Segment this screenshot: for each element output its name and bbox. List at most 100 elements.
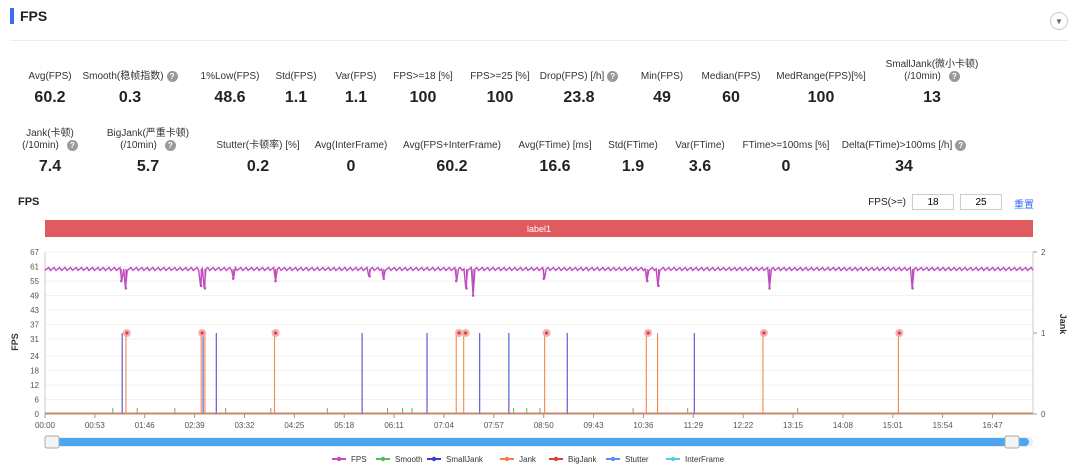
metric-metrics_row1-1: Smooth(稳帧指数)? 0.3	[55, 71, 205, 107]
metric-metrics_row2-6: Std(FTime) 1.9	[558, 140, 708, 176]
metric-metrics_row2-0: Jank(卡顿) (/10min)? 7.4	[0, 128, 125, 176]
legend-label: FPS	[351, 455, 367, 464]
metric-metrics_row2-3: Avg(InterFrame) 0	[276, 140, 426, 176]
fps-drop-point	[382, 277, 386, 280]
help-icon[interactable]: ?	[66, 140, 78, 151]
metric-label-line2: (/10min)?	[857, 71, 1007, 83]
fps-drop-point	[199, 284, 203, 288]
legend-label: SmallJank	[446, 455, 484, 464]
fps-drop-point	[231, 277, 235, 280]
fps-drop-point	[368, 274, 371, 278]
section-header: FPS	[10, 8, 47, 24]
x-tick-label: 05:18	[334, 421, 355, 430]
range-slider-fill	[49, 438, 1029, 446]
metric-value: 1.1	[284, 89, 308, 106]
metric-metrics_row2-7: Var(FTime) 3.6	[625, 140, 775, 176]
y-tick-label: 12	[30, 381, 39, 390]
metric-value: 100	[486, 89, 514, 106]
x-tick-label: 12:22	[733, 421, 754, 430]
y-tick-label: 18	[30, 366, 39, 375]
metric-metrics_row1-3: Std(FPS) 1.1	[221, 71, 371, 107]
fps-threshold-input-2[interactable]	[960, 194, 1002, 210]
y-tick-label: 0	[35, 410, 40, 419]
metric-label: Median(FPS)	[701, 71, 761, 82]
metric-metrics_row1-11: SmallJank(微小卡顿) (/10min)? 13	[857, 59, 1007, 107]
x-tick-label: 07:04	[434, 421, 455, 430]
metric-label: FTime>=100ms [%]	[742, 140, 830, 151]
metric-metrics_row2-9: Delta(FTime)>100ms [/h]? 34	[829, 140, 979, 176]
bigjank-point	[457, 331, 461, 335]
fps-drop-point	[645, 279, 649, 283]
label-band	[45, 220, 1033, 237]
x-tick-label: 13:15	[783, 421, 804, 430]
metric-metrics_row2-4: Avg(FPS+InterFrame) 60.2	[377, 140, 527, 176]
bigjank-point	[544, 331, 549, 335]
metric-label: Stutter(卡顿率) [%]	[216, 140, 300, 151]
metric-metrics_row1-9: Median(FPS) 60	[656, 71, 806, 107]
y-right-tick-label: 0	[1041, 410, 1046, 419]
x-tick-label: 09:43	[584, 421, 605, 430]
x-tick-label: 00:53	[85, 421, 106, 430]
chart-title: FPS	[18, 196, 40, 208]
y-axis-label: FPS	[10, 333, 20, 351]
metric-metrics_row1-5: FPS>=18 [%] 100	[348, 71, 498, 107]
x-tick-label: 01:46	[135, 421, 156, 430]
help-icon[interactable]: ?	[166, 71, 178, 82]
x-tick-label: 06:11	[384, 421, 404, 430]
fps-drop-point	[274, 279, 277, 283]
bigjank-point	[646, 331, 650, 335]
x-tick-label: 02:39	[185, 421, 206, 430]
title-accent-bar	[10, 8, 14, 24]
metric-label: BigJank(严重卡顿)	[106, 128, 190, 139]
fps-filter: FPS(>=)	[868, 194, 1002, 210]
metric-value: 13	[923, 89, 941, 107]
reset-link[interactable]: 重置	[1014, 200, 1034, 211]
metric-value: 49	[653, 89, 671, 106]
metric-value: 100	[807, 89, 835, 106]
legend-label: Smooth	[395, 455, 423, 464]
fps-line	[44, 265, 1034, 296]
fps-drop-point	[119, 279, 123, 283]
metric-metrics_row1-2: 1%Low(FPS) 48.6	[155, 71, 305, 107]
fps-drop-point	[657, 284, 660, 288]
metric-label: Avg(FPS)	[28, 71, 72, 82]
metric-label: Avg(InterFrame)	[314, 140, 388, 151]
range-slider-handle-left[interactable]	[44, 435, 60, 449]
fps-drop-point	[911, 286, 914, 290]
bigjank-point	[897, 331, 901, 335]
metric-value: 100	[409, 89, 437, 106]
y-right-tick-label: 1	[1041, 329, 1046, 338]
x-tick-label: 10:36	[633, 421, 654, 430]
metric-label: Std(FTime)	[608, 140, 658, 151]
fps-drop-point	[768, 286, 771, 290]
metric-metrics_row2-1: BigJank(严重卡顿) (/10min)? 5.7	[73, 128, 223, 176]
metric-metrics_row1-0: Avg(FPS) 60.2	[0, 71, 125, 107]
chevron-down-icon[interactable]: ▼	[1050, 12, 1068, 30]
help-icon[interactable]: ?	[948, 71, 960, 82]
metric-metrics_row2-8: FTime>=100ms [%] 0	[711, 140, 861, 176]
metric-label: Std(FPS)	[275, 71, 317, 82]
help-icon[interactable]: ?	[607, 71, 619, 82]
help-icon[interactable]: ?	[955, 140, 967, 151]
metric-metrics_row1-8: Min(FPS) 49	[587, 71, 737, 107]
metric-value: 1.1	[344, 89, 368, 106]
legend-label: InterFrame	[685, 455, 725, 464]
fps-drop-point	[471, 294, 475, 297]
legend-marker	[336, 456, 342, 462]
range-slider-handle-right[interactable]	[1004, 435, 1020, 449]
x-tick-label: 04:25	[284, 421, 305, 430]
metric-metrics_row2-5: Avg(FTime) [ms] 16.6	[480, 140, 630, 176]
help-icon[interactable]: ?	[164, 140, 176, 151]
legend-marker	[553, 456, 559, 462]
metric-label: Drop(FPS) [/h]?	[504, 71, 654, 83]
fps-threshold-input-1[interactable]	[912, 194, 954, 210]
metric-label: 1%Low(FPS)	[200, 71, 260, 82]
metric-value: 60.2	[436, 158, 468, 175]
header-divider	[10, 40, 1068, 41]
metric-label: MedRange(FPS)[%]	[776, 71, 866, 82]
metric-value: 16.6	[539, 158, 571, 175]
legend-marker	[431, 456, 437, 462]
x-tick-label: 08:50	[534, 421, 555, 430]
metric-label: SmallJank(微小卡顿)	[885, 59, 979, 70]
fps-drop-point	[203, 286, 207, 290]
